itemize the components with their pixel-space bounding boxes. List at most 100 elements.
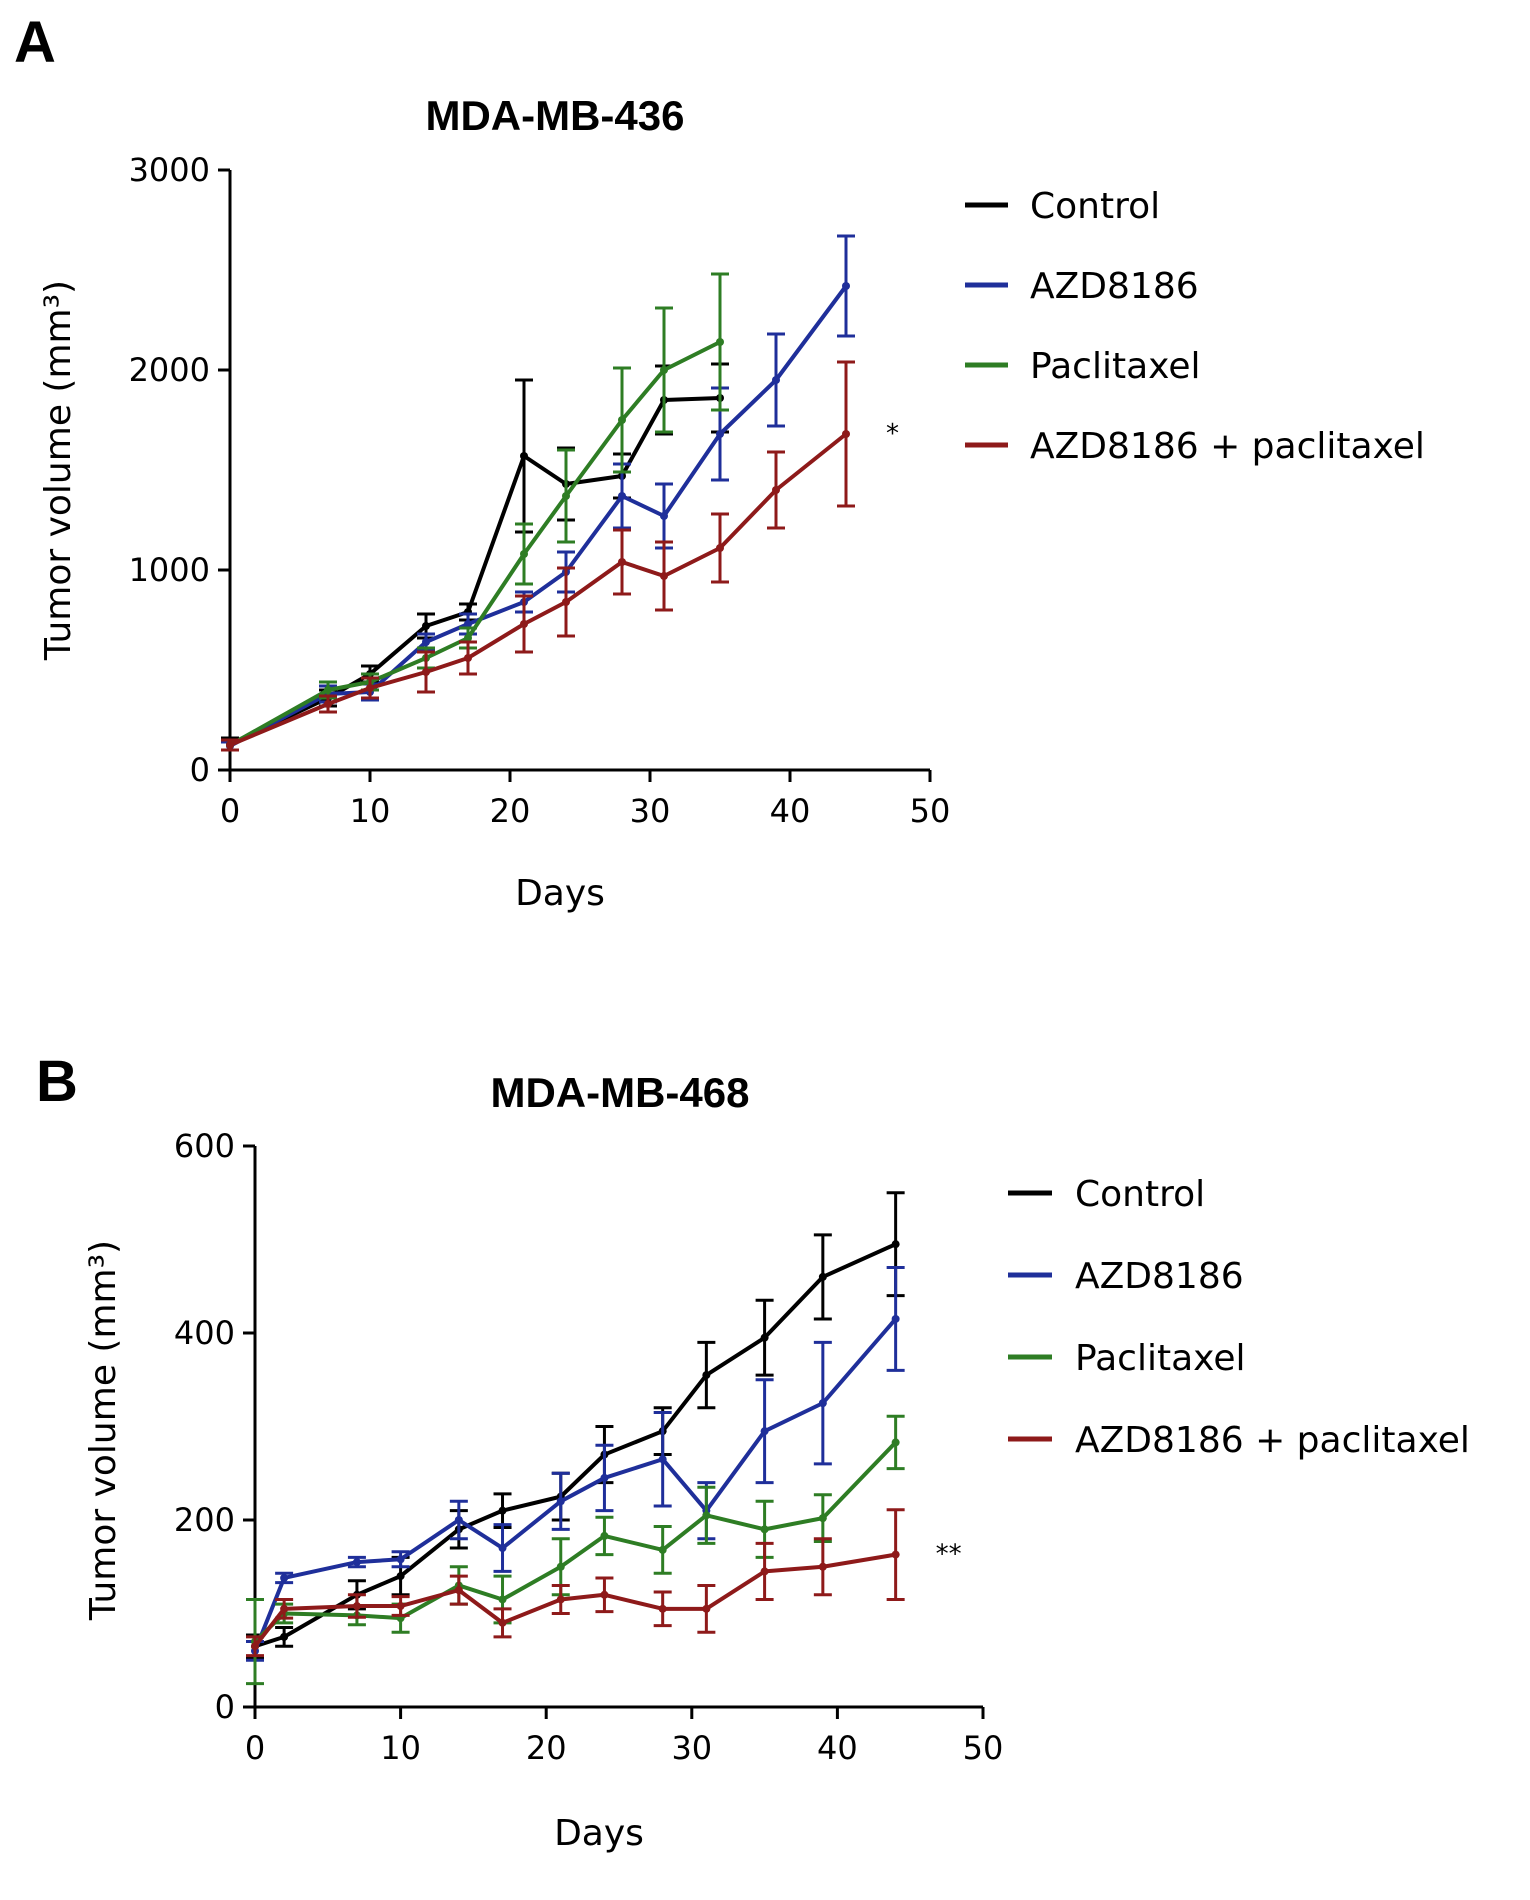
- series-line: [254, 1242, 897, 1649]
- x-tick-label: 10: [380, 1729, 421, 1767]
- data-point: [891, 1438, 900, 1447]
- data-point: [280, 1604, 289, 1613]
- series-0: [246, 1191, 905, 1659]
- y-tick-label: 400: [174, 1314, 235, 1352]
- legend-label: AZD8186 + paclitaxel: [1030, 426, 1425, 467]
- data-point: [520, 620, 528, 628]
- data-point: [422, 668, 430, 676]
- chart-panel-b: MDA-MB-468 0 200 400 600 0 10 20 30 40 50 Days Tumor…: [83, 1069, 1470, 1854]
- data-point: [660, 572, 668, 580]
- data-point: [818, 1562, 827, 1571]
- y-tick-label: 0: [215, 1688, 235, 1726]
- series-line: [229, 340, 721, 747]
- x-tick-label: 0: [245, 1729, 265, 1767]
- data-point: [818, 1514, 827, 1523]
- data-point: [716, 338, 724, 346]
- data-point: [760, 1333, 769, 1342]
- legend-label: Paclitaxel: [1075, 1338, 1245, 1379]
- x-tick-label: 20: [490, 792, 531, 830]
- legend-label: AZD8186 + paclitaxel: [1075, 1420, 1470, 1461]
- data-point: [660, 366, 668, 374]
- x-tick-label: 30: [671, 1729, 712, 1767]
- data-point: [324, 700, 332, 708]
- x-tick-label: 40: [817, 1729, 858, 1767]
- data-point: [454, 1516, 463, 1524]
- y-axis-label: Tumor volume (mm³): [83, 1240, 124, 1621]
- data-point: [280, 1632, 289, 1641]
- data-point: [842, 282, 850, 290]
- x-tick-label: 10: [350, 792, 391, 830]
- data-point: [464, 620, 472, 628]
- y-tick-label: 600: [174, 1127, 235, 1165]
- data-point: [716, 544, 724, 552]
- series-1: [221, 234, 855, 752]
- data-point: [716, 430, 724, 438]
- data-point: [600, 1590, 609, 1599]
- data-point: [556, 1497, 565, 1506]
- data-point: [324, 686, 332, 694]
- data-point: [818, 1399, 827, 1408]
- data-point: [454, 1586, 463, 1595]
- data-point: [818, 1272, 827, 1281]
- y-tick-label: 0: [190, 751, 210, 789]
- data-point: [702, 1604, 711, 1613]
- data-point: [396, 1555, 405, 1564]
- data-point: [891, 1240, 900, 1249]
- data-point: [556, 1595, 565, 1604]
- data-point: [498, 1544, 507, 1553]
- data-point: [498, 1595, 507, 1604]
- data-point: [366, 684, 374, 692]
- panel-letter-a: A: [14, 10, 56, 75]
- x-axis-label: Days: [515, 873, 605, 914]
- significance-annotation: *: [886, 419, 899, 449]
- data-point: [660, 512, 668, 520]
- x-tick-label: 50: [910, 792, 951, 830]
- data-point: [562, 492, 570, 500]
- y-tick-label: 2000: [129, 351, 210, 389]
- x-tick-label: 40: [770, 792, 811, 830]
- data-point: [618, 492, 626, 500]
- legend-label: AZD8186: [1075, 1256, 1244, 1297]
- data-point: [760, 1525, 769, 1534]
- data-point: [562, 598, 570, 606]
- series-line: [229, 432, 848, 747]
- data-point: [464, 634, 472, 642]
- data-point: [226, 741, 234, 749]
- y-tick-label: 200: [174, 1501, 235, 1539]
- series-3: [246, 1508, 905, 1658]
- y-tick-label: 3000: [129, 151, 210, 189]
- legend-label: Control: [1075, 1174, 1205, 1215]
- data-point: [498, 1618, 507, 1627]
- data-point: [702, 1371, 711, 1380]
- chart-title: MDA-MB-468: [490, 1069, 749, 1116]
- x-axis-label: Days: [554, 1813, 644, 1854]
- data-point: [891, 1550, 900, 1559]
- data-point: [760, 1427, 769, 1436]
- data-point: [422, 622, 430, 630]
- x-tick-label: 50: [963, 1729, 1004, 1767]
- legend-label: Control: [1030, 186, 1160, 227]
- data-point: [658, 1545, 667, 1554]
- legend-label: Paclitaxel: [1030, 346, 1200, 387]
- data-point: [891, 1314, 900, 1323]
- significance-annotation: **: [936, 1540, 962, 1570]
- panel-letter-b: B: [36, 1049, 78, 1114]
- data-point: [618, 558, 626, 566]
- data-point: [658, 1604, 667, 1613]
- data-point: [251, 1642, 259, 1651]
- data-point: [352, 1558, 361, 1567]
- x-tick-label: 30: [630, 792, 671, 830]
- data-point: [498, 1506, 507, 1515]
- series-3: [221, 360, 855, 752]
- chart-title: MDA-MB-436: [425, 92, 684, 139]
- data-point: [352, 1602, 361, 1611]
- x-tick-label: 0: [220, 792, 240, 830]
- data-point: [396, 1572, 405, 1581]
- data-point: [772, 376, 780, 384]
- data-point: [658, 1455, 667, 1464]
- data-point: [618, 416, 626, 424]
- data-point: [600, 1531, 609, 1540]
- y-tick-label: 1000: [129, 551, 210, 589]
- legend-label: AZD8186: [1030, 266, 1199, 307]
